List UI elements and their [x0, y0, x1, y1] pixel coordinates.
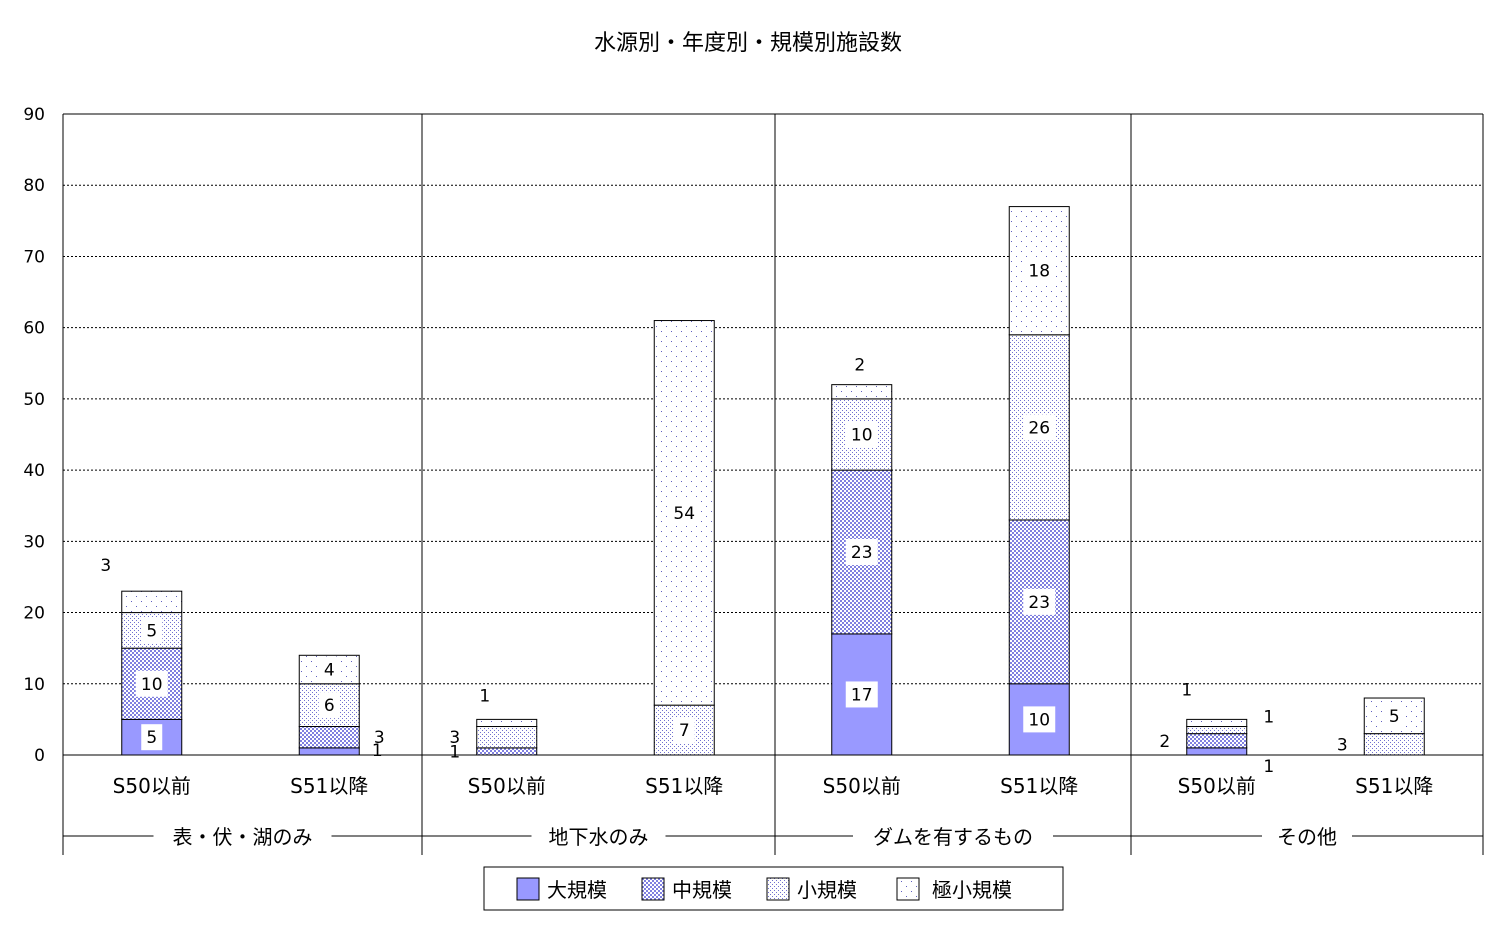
data-label: 1	[1181, 680, 1192, 700]
x-group-label: その他	[1277, 825, 1337, 849]
data-label: 7	[679, 721, 690, 741]
data-label-bg	[318, 692, 340, 719]
data-label: 10	[1028, 710, 1050, 730]
y-tick-label: 40	[23, 461, 45, 481]
x-group-label: 地下水のみ	[549, 825, 649, 849]
data-label: 2	[1159, 732, 1170, 752]
x-category-label: S51以降	[1000, 774, 1078, 798]
data-label: 1	[479, 686, 490, 706]
bar-segment-medium	[1186, 733, 1248, 749]
x-group-label: 表・伏・湖のみ	[173, 825, 313, 849]
x-category-label: S50以前	[468, 774, 546, 798]
y-tick-label: 60	[23, 319, 45, 339]
data-label-bg	[1383, 702, 1405, 729]
y-tick-label: 70	[23, 247, 45, 267]
data-label: 6	[324, 696, 335, 716]
bar-segment-large	[298, 747, 360, 756]
x-category-label: S50以前	[823, 774, 901, 798]
data-label-bg	[141, 617, 163, 644]
x-category-label: S51以降	[290, 774, 368, 798]
bar-segment-tiny	[1186, 718, 1248, 728]
data-label-bg	[141, 724, 163, 751]
chart-title: 水源別・年度別・規模別施設数	[594, 31, 902, 56]
data-label: 10	[851, 426, 873, 446]
data-label: 5	[1389, 707, 1400, 727]
data-label: 3	[449, 728, 460, 748]
data-label-bg	[845, 681, 878, 708]
bar-segment-large	[1186, 747, 1248, 756]
x-category-label: S51以降	[645, 774, 723, 798]
data-label-bg	[318, 656, 340, 683]
data-label-bg	[1023, 257, 1056, 284]
data-label-bg	[673, 717, 695, 744]
bar-segment-medium	[298, 726, 360, 749]
data-label: 26	[1028, 418, 1050, 438]
data-label: 5	[146, 728, 157, 748]
data-label: 1	[1263, 757, 1274, 777]
data-label: 10	[141, 675, 163, 695]
x-category-label: S50以前	[113, 774, 191, 798]
data-label: 3	[1337, 735, 1348, 755]
data-label: 1	[449, 742, 460, 762]
data-label-bg	[845, 421, 878, 448]
legend-swatch-large	[516, 877, 540, 901]
bar-segment-medium	[476, 747, 538, 756]
legend-swatch-tiny	[896, 877, 920, 901]
data-label: 23	[1028, 593, 1050, 613]
data-label: 1	[372, 741, 383, 761]
data-label-bg	[845, 539, 878, 566]
y-tick-label: 20	[23, 604, 45, 624]
data-label: 4	[324, 661, 335, 681]
y-tick-label: 10	[23, 675, 45, 695]
bar-segment-small	[1186, 726, 1248, 735]
data-label: 1	[1263, 708, 1274, 728]
data-label: 54	[673, 504, 695, 524]
legend-label-tiny: 極小規模	[932, 878, 1012, 902]
x-category-label: S50以前	[1178, 774, 1256, 798]
data-label: 2	[854, 356, 865, 376]
x-category-label: S51以降	[1355, 774, 1433, 798]
y-tick-label: 30	[23, 532, 45, 552]
data-label-bg	[1023, 414, 1056, 441]
y-tick-label: 0	[34, 746, 45, 766]
bar-segment-small	[1363, 733, 1425, 756]
x-group-label: ダムを有するもの	[873, 825, 1033, 849]
y-tick-label: 80	[23, 176, 45, 196]
data-label-bg	[668, 499, 701, 526]
data-label: 18	[1028, 262, 1050, 282]
data-label: 17	[851, 685, 873, 705]
y-tick-label: 50	[23, 390, 45, 410]
legend-label-small: 小規模	[797, 878, 857, 902]
legend-swatch-small	[766, 877, 790, 901]
legend-label-large: 大規模	[547, 878, 607, 902]
data-label-bg	[135, 670, 168, 697]
data-label: 23	[851, 543, 873, 563]
legend-label-medium: 中規模	[672, 878, 732, 902]
legend: 大規模 中規模 小規模 極小規模	[483, 866, 1064, 911]
data-label: 5	[146, 621, 157, 641]
legend-swatch-medium	[641, 877, 665, 901]
data-label: 3	[100, 556, 111, 576]
bar-segment-tiny	[831, 384, 893, 400]
y-tick-label: 90	[23, 105, 45, 125]
bar-segment-small	[476, 726, 538, 749]
data-label: 3	[374, 728, 385, 748]
bar-segment-tiny	[121, 590, 183, 614]
bar-segment-tiny	[476, 718, 538, 728]
data-label-bg	[1023, 706, 1056, 733]
data-label-bg	[1023, 588, 1056, 615]
